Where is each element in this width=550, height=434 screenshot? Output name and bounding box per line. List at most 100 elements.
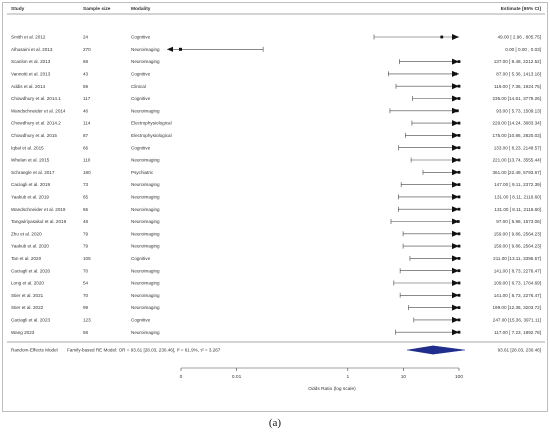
modality-value: Neuroimaging [131, 207, 160, 212]
estimate-text: 131.00 [ 8.11, 2116.60] [494, 195, 541, 200]
ci-clip-arrow-right [452, 107, 459, 114]
point-estimate [457, 244, 461, 248]
ci-clip-arrow-left [167, 46, 173, 52]
sample-size-value: 105 [83, 256, 91, 261]
ci-clip-arrow-right [452, 193, 459, 200]
sample-size-value: 70 [83, 268, 89, 273]
sample-size-value: 48 [83, 219, 89, 224]
estimate-text: 119.00 [ 7.36, 1924.75] [494, 84, 541, 89]
ci-clip-arrow-right [452, 329, 459, 336]
modality-value: Cognitive [131, 145, 151, 150]
estimate-text: 147.00 [ 9.11, 2372.39] [494, 182, 541, 187]
modality-value: Neuroimaging [131, 47, 160, 52]
ci-clip-arrow-right [452, 181, 459, 188]
modality-value: Neuroimaging [131, 330, 160, 335]
ci-clip-arrow-right [452, 206, 459, 213]
estimate-text: 87.00 [ 5.36, 1413.16] [496, 72, 541, 77]
header-study: Study [11, 6, 25, 12]
study-label: Whelan et al. 2015 [11, 158, 50, 163]
point-estimate [457, 170, 461, 174]
point-estimate [454, 72, 458, 76]
estimate-text: 109.00 [ 6.73, 1764.69] [494, 281, 541, 286]
sample-size-value: 54 [83, 281, 89, 286]
study-label: Wang 2023 [11, 330, 35, 335]
x-axis-tick-label: 0.01 [232, 374, 242, 380]
estimate-text: 133.00 [ 8.23, 2148.57] [494, 145, 541, 150]
summary-estimate-text: 93.61 [28.03, 230.46] [498, 348, 541, 353]
point-estimate [457, 269, 461, 273]
study-label: Scanlon et al. 2013 [11, 59, 51, 64]
estimate-text: 211.00 [13.11, 3395.57] [493, 256, 541, 261]
sample-size-value: 59 [83, 84, 89, 89]
sample-size-value: 79 [83, 231, 89, 236]
ci-clip-arrow-right [452, 34, 459, 40]
point-estimate [457, 97, 461, 100]
x-axis-label: Odds Ratio (log scale) [308, 386, 356, 392]
modality-value: Cognitive [131, 256, 151, 261]
study-label: Caciagli et al. 2019 [11, 182, 51, 187]
point-estimate [456, 220, 460, 223]
estimate-text: 0.00 [ 0.00 , 0.03] [505, 47, 541, 52]
point-estimate [457, 134, 461, 137]
x-axis-tick-label: 100 [455, 374, 463, 380]
sample-size-value: 24 [83, 35, 89, 40]
estimate-text: 159.00 [ 9.86, 2564.23] [494, 244, 541, 249]
ci-clip-arrow-right [452, 144, 459, 151]
figure-caption: (a) [268, 417, 282, 429]
study-label: Stier et al. 2022 [11, 305, 44, 310]
point-estimate [179, 47, 182, 51]
sample-size-value: 79 [83, 244, 89, 249]
modality-value: Neuroimaging [131, 231, 160, 236]
ci-clip-arrow-right [452, 304, 459, 311]
modality-value: Neuroimaging [131, 305, 160, 310]
header-sample-size: Sample size [83, 6, 111, 12]
modality-value: Neuroimaging [131, 244, 160, 249]
sample-size-value: 65 [83, 207, 89, 212]
point-estimate [440, 35, 444, 39]
study-label: Tan et al. 2020 [11, 256, 42, 261]
estimate-text: 49.00 [ 2.96 , 805.75] [498, 35, 541, 40]
header-estimate: Estimate [95% CI] [501, 6, 542, 12]
study-label: Caciagli et al. 2023 [11, 318, 51, 323]
estimate-text: 199.00 [12.36, 3203.72] [492, 305, 541, 310]
modality-value: Neuroimaging [131, 108, 160, 113]
study-label: Zhu et al. 2020 [11, 231, 42, 236]
sample-size-value: 99 [83, 305, 89, 310]
study-label: Chowdhury et al. 2015 [11, 133, 57, 138]
estimate-text: 141.00 [ 8.73, 2276.47] [494, 293, 541, 298]
point-estimate [457, 60, 461, 63]
estimate-text: 93.00 [ 5.73, 1509.13] [496, 108, 541, 113]
estimate-text: 159.00 [ 9.86, 2564.23] [494, 231, 541, 236]
estimate-text: 141.00 [ 8.73, 2276.47] [494, 268, 541, 273]
sample-size-value: 87 [83, 133, 89, 138]
study-label: Alhusaini et al. 2013 [11, 47, 53, 52]
study-label: Wandschneider et al. 2014 [11, 108, 66, 113]
ci-clip-arrow-right [452, 120, 459, 127]
point-estimate [457, 158, 461, 162]
study-label: Caciagli et al. 2020 [11, 268, 51, 273]
estimate-text: 117.00 [ 7.23, 1892.78] [494, 330, 541, 335]
point-estimate [457, 146, 461, 150]
estimate-text: 97.00 [ 5.98, 1573.06] [496, 219, 541, 224]
modality-value: Psychiatric [131, 170, 154, 175]
ci-clip-arrow-right [452, 169, 459, 176]
estimate-text: 221.00 [13.74, 3555.44] [492, 158, 541, 163]
point-estimate [457, 281, 461, 285]
estimate-text: 247.00 [15.36, 3971.11] [493, 318, 541, 323]
estimate-text: 235.00 [14.61, 3779.26] [492, 96, 541, 101]
point-estimate [457, 293, 461, 297]
sample-size-value: 270 [83, 47, 91, 52]
point-estimate [457, 207, 461, 211]
sample-size-value: 123 [83, 318, 91, 323]
modality-value: Neuroimaging [131, 195, 160, 200]
sample-size-value: 43 [83, 72, 89, 77]
sample-size-value: 73 [83, 182, 89, 187]
modality-value: Neuroimaging [131, 268, 160, 273]
modality-value: Electrophysiological [131, 133, 172, 138]
estimate-text: 361.00 [22.49, 5793.67] [492, 170, 541, 175]
point-estimate [457, 257, 461, 260]
point-estimate [457, 306, 461, 309]
estimate-text: 175.00 [10.86, 2820.03] [492, 133, 541, 138]
summary-label: Random-Effects Model [11, 348, 58, 353]
